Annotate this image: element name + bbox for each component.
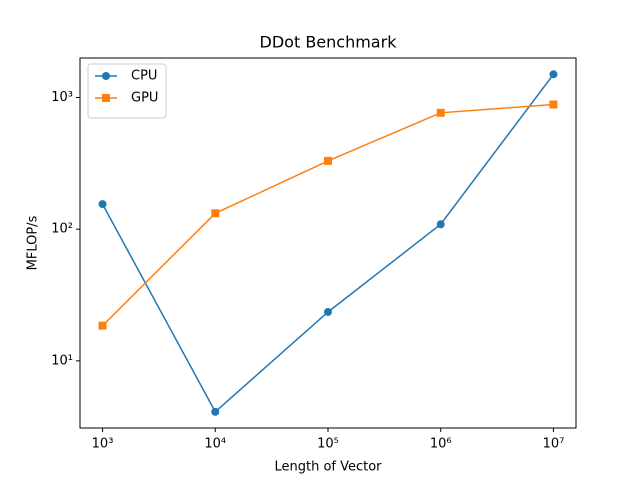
legend-label: GPU: [131, 91, 158, 106]
marker: [436, 220, 445, 229]
legend-label: CPU: [131, 69, 157, 84]
chart-title: DDot Benchmark: [260, 33, 398, 52]
series-line: [102, 103, 554, 327]
legend-marker: [102, 94, 110, 102]
marker: [98, 200, 107, 209]
x-tick-label: 10⁴: [204, 437, 226, 452]
x-tick-label: 10³: [92, 437, 114, 452]
series-line: [101, 73, 555, 414]
marker: [436, 108, 445, 117]
y-tick-label: 10²: [51, 222, 73, 237]
x-tick-label: 10⁷: [543, 437, 565, 452]
x-tick-label: 10⁵: [317, 437, 339, 452]
marker: [98, 321, 107, 330]
x-axis-label: Length of Vector: [274, 460, 382, 475]
marker: [549, 100, 558, 109]
y-tick-label: 10¹: [51, 353, 73, 368]
marker: [211, 407, 220, 416]
marker: [323, 307, 332, 316]
marker: [323, 156, 332, 165]
x-tick-label: 10⁶: [430, 437, 452, 452]
marker: [549, 70, 558, 79]
plot-frame: [79, 57, 577, 429]
legend-marker: [102, 72, 110, 80]
y-tick-label: 10³: [51, 90, 73, 105]
marker: [211, 209, 220, 218]
y-axis-label: MFLOP/s: [26, 215, 41, 270]
